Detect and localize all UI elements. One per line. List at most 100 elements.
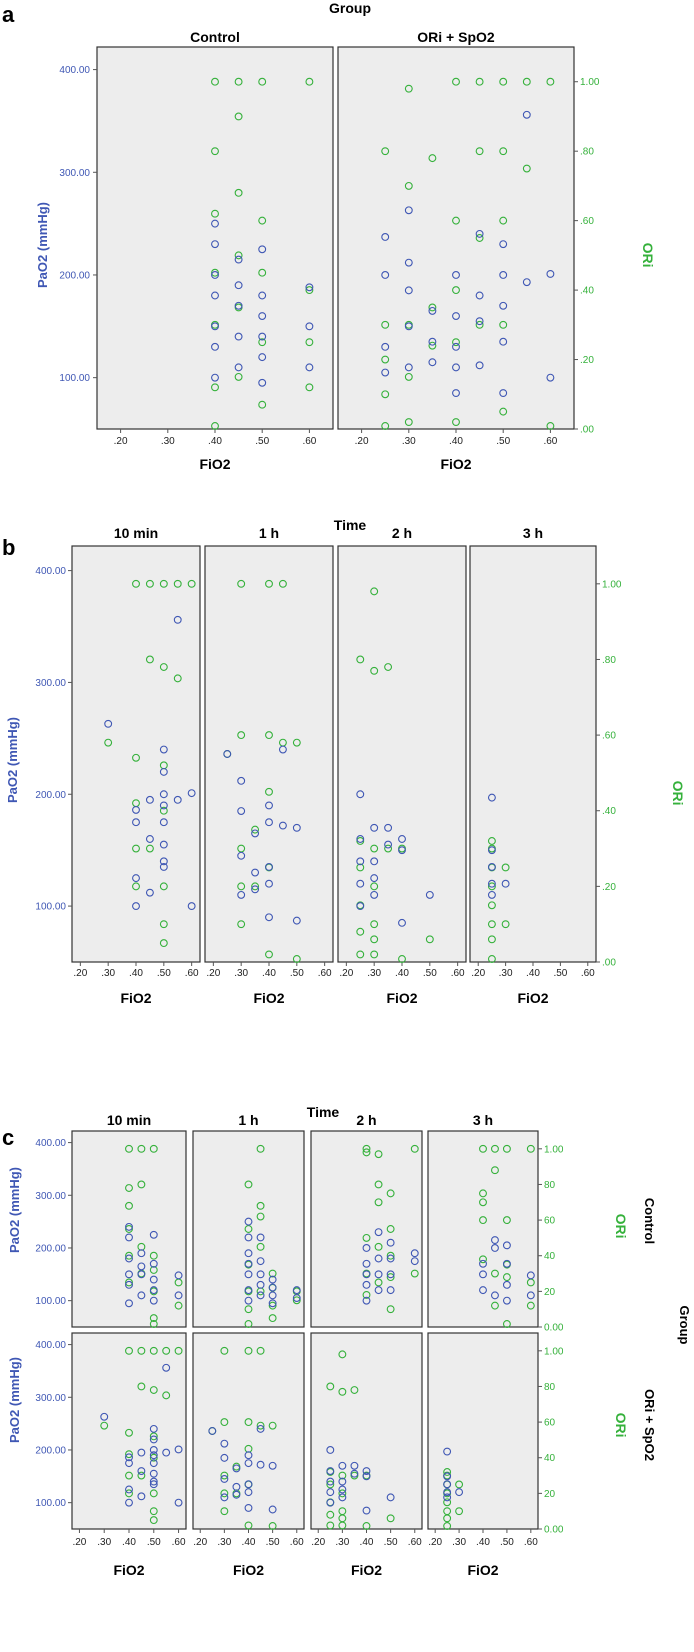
ori-point [443, 1507, 452, 1516]
pao2-point [256, 1460, 265, 1469]
x-tick-b: .50 [423, 968, 437, 979]
x-tick-c: .50 [384, 1537, 398, 1548]
ori-point [499, 407, 508, 416]
pao2-point [491, 1236, 499, 1245]
ori-point [452, 77, 460, 86]
pao2-point [398, 835, 406, 843]
pao2-point [258, 378, 267, 387]
ori-point [522, 164, 531, 173]
ori-point [338, 1489, 347, 1498]
ori-point [265, 787, 273, 796]
ori-point [137, 1382, 146, 1391]
ori-point [149, 1320, 158, 1328]
pao2-point [159, 767, 168, 776]
pao2-point [362, 1506, 371, 1515]
pao2-point [443, 1493, 452, 1502]
pao2-point [159, 862, 168, 871]
x-tick-b: .60 [581, 968, 595, 979]
pao2-point [428, 337, 437, 346]
pao2-point [132, 818, 140, 827]
ori-point [244, 1418, 253, 1427]
pao2-point [234, 301, 243, 310]
x-axis-label-c-2: FiO2 [351, 1562, 382, 1578]
series-group-a-0-1 [381, 77, 555, 430]
ori-point [234, 77, 243, 86]
pao2-point [159, 801, 168, 810]
ori-point [173, 579, 182, 588]
ori-point [132, 579, 140, 588]
y-axis-label-left-a: PaO2 (mmHg) [35, 202, 50, 288]
ori-point [125, 1471, 133, 1480]
series-group-c-0-1 [244, 1144, 301, 1328]
ori-point [211, 383, 219, 392]
y-tick-left-c: 200.00 [35, 1243, 66, 1254]
ori-point [137, 1346, 146, 1355]
ori-point [338, 1387, 347, 1396]
pao2-point [292, 1286, 301, 1295]
ori-point [268, 1522, 277, 1530]
pao2-point [491, 1244, 499, 1252]
ori-point [443, 1468, 452, 1476]
ori-point [162, 1391, 171, 1400]
pao2-point [487, 890, 496, 899]
ori-point [258, 338, 267, 347]
column-header-a-0: Control [190, 29, 240, 45]
pao2-point [251, 868, 260, 877]
chart-title-a: Group [329, 0, 371, 16]
ori-point [356, 927, 365, 936]
x-tick-a: .40 [208, 436, 222, 447]
pao2-point [386, 1238, 395, 1247]
ori-point [356, 950, 365, 959]
ori-point [305, 77, 314, 86]
pao2-point [137, 1448, 146, 1457]
ori-point [159, 806, 168, 815]
pao2-point [386, 1270, 395, 1279]
y-tick-right-c: 1.00 [544, 1144, 564, 1155]
pao2-point [502, 1280, 511, 1289]
ori-point [149, 1453, 158, 1462]
ori-point [487, 935, 496, 944]
pao2-point [125, 1498, 133, 1507]
ori-point [428, 303, 437, 312]
ori-point [410, 1269, 419, 1278]
pao2-point [546, 373, 555, 382]
pao2-point [278, 745, 287, 754]
ori-point [398, 955, 406, 963]
pao2-point [381, 368, 390, 377]
pao2-point [292, 823, 301, 832]
column-header-a-1: ORi + SpO2 [417, 29, 495, 45]
ori-point [404, 84, 413, 93]
pao2-point [443, 1472, 452, 1481]
pao2-point [305, 322, 314, 331]
pao2-point [256, 1257, 265, 1266]
pao2-point [149, 1446, 158, 1454]
pao2-point [125, 1459, 133, 1468]
pao2-point [244, 1459, 253, 1468]
pao2-point [381, 342, 390, 351]
ori-point [499, 320, 508, 329]
y-axis-label-right-c-ori: ORi [613, 1413, 629, 1438]
ori-point [234, 372, 243, 381]
x-tick-c: .50 [266, 1537, 280, 1548]
x-tick-b: .40 [526, 968, 540, 979]
ori-point [370, 935, 379, 944]
x-tick-c: .40 [476, 1537, 490, 1548]
x-tick-b: .40 [395, 968, 409, 979]
pao2-point [350, 1461, 359, 1470]
pao2-point [386, 1286, 395, 1295]
y-tick-right-a: .80 [580, 147, 594, 158]
pao2-point [234, 332, 243, 341]
pao2-point [404, 322, 413, 331]
ori-point [145, 844, 154, 853]
ori-point [244, 1225, 253, 1233]
pao2-point [220, 1493, 229, 1502]
ori-point [410, 1144, 419, 1153]
ori-point [292, 738, 301, 747]
ori-point [132, 882, 140, 891]
ori-point [220, 1507, 229, 1516]
y-tick-right-b: 1.00 [602, 579, 622, 590]
pao2-point [374, 1286, 383, 1295]
pao2-point [452, 363, 460, 372]
pao2-point [137, 1270, 146, 1279]
plot-panel-b-0-1 [204, 545, 334, 963]
